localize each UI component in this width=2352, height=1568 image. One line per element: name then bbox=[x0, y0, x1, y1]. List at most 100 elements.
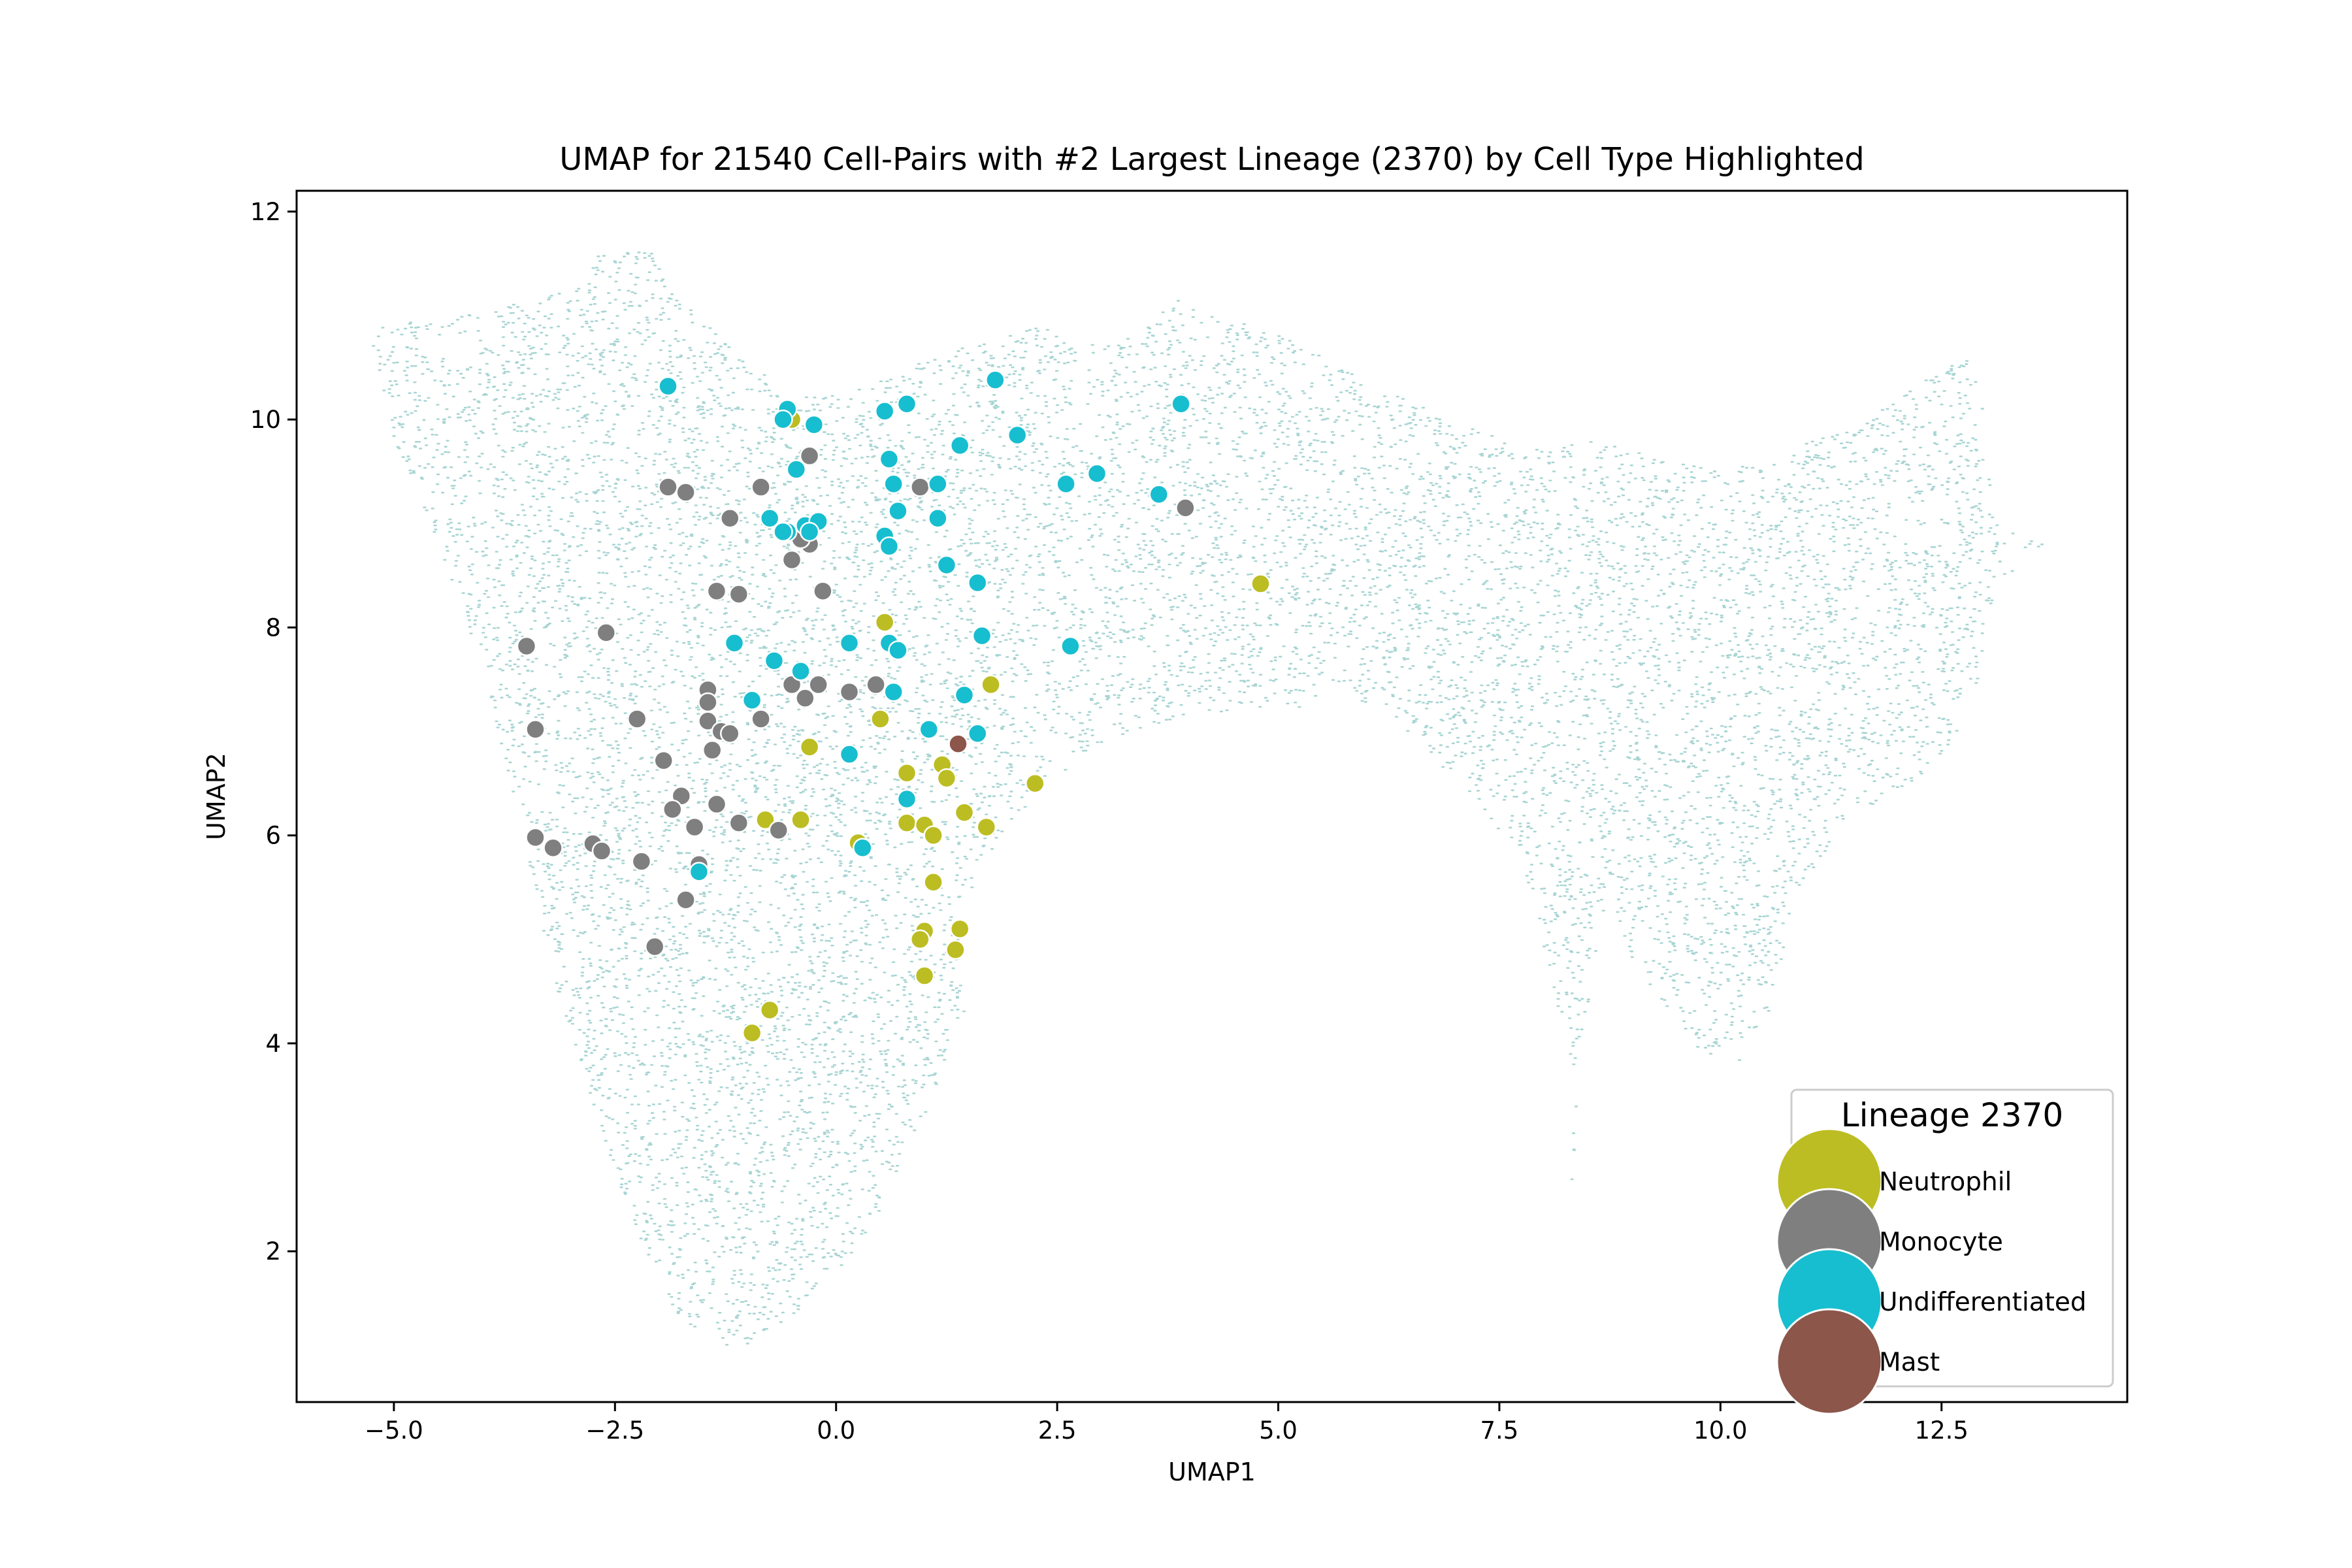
x-tick-label: 7.5 bbox=[1480, 1416, 1519, 1445]
highlighted-lineage-points bbox=[516, 370, 1271, 1043]
x-tick-label: 2.5 bbox=[1038, 1416, 1077, 1445]
point-neutrophil bbox=[954, 802, 975, 823]
point-undifferentiated bbox=[786, 459, 807, 480]
point-undifferentiated bbox=[1149, 484, 1169, 504]
point-neutrophil bbox=[742, 1022, 762, 1043]
point-neutrophil bbox=[923, 825, 943, 845]
point-monocyte bbox=[676, 482, 696, 502]
point-undifferentiated bbox=[764, 651, 785, 671]
point-monocyte bbox=[839, 681, 860, 702]
point-neutrophil bbox=[896, 762, 917, 783]
point-mast bbox=[948, 734, 968, 754]
point-undifferentiated bbox=[874, 401, 895, 421]
point-monocyte bbox=[644, 936, 665, 957]
point-monocyte bbox=[596, 623, 617, 643]
point-monocyte bbox=[525, 827, 546, 848]
point-undifferentiated bbox=[928, 474, 948, 495]
y-tick-label: 10 bbox=[250, 406, 281, 434]
point-monocyte bbox=[706, 794, 727, 815]
y-tick-label: 4 bbox=[265, 1030, 281, 1058]
point-monocyte bbox=[543, 838, 563, 858]
legend-entries: Neutrophil Monocyte Undifferentiated Mast bbox=[1776, 1128, 2087, 1415]
point-undifferentiated bbox=[773, 521, 793, 542]
point-monocyte bbox=[627, 709, 647, 729]
point-neutrophil bbox=[981, 674, 1001, 695]
point-monocyte bbox=[866, 674, 886, 695]
point-undifferentiated bbox=[689, 862, 710, 882]
point-neutrophil bbox=[870, 709, 890, 729]
point-monocyte bbox=[653, 750, 674, 771]
point-neutrophil bbox=[791, 809, 811, 830]
point-undifferentiated bbox=[839, 744, 860, 764]
point-undifferentiated bbox=[888, 500, 908, 521]
x-tick-label: −5.0 bbox=[365, 1416, 423, 1445]
point-monocyte bbox=[1175, 498, 1196, 518]
x-tick-label: 5.0 bbox=[1259, 1416, 1298, 1445]
legend-label-undifferentiated: Undifferentiated bbox=[1879, 1288, 2087, 1317]
point-neutrophil bbox=[923, 872, 943, 892]
point-undifferentiated bbox=[1007, 425, 1028, 446]
point-monocyte bbox=[631, 851, 652, 872]
legend-label-monocyte: Monocyte bbox=[1879, 1228, 2003, 1257]
point-undifferentiated bbox=[804, 414, 825, 435]
point-undifferentiated bbox=[896, 393, 917, 414]
point-monocyte bbox=[781, 549, 802, 570]
point-monocyte bbox=[768, 820, 789, 840]
point-neutrophil bbox=[799, 737, 820, 757]
x-tick-label: 0.0 bbox=[817, 1416, 855, 1445]
point-neutrophil bbox=[976, 817, 997, 838]
point-undifferentiated bbox=[1171, 393, 1191, 414]
point-monocyte bbox=[910, 477, 930, 497]
y-tick-label: 2 bbox=[265, 1237, 281, 1266]
point-undifferentiated bbox=[919, 719, 939, 740]
point-undifferentiated bbox=[949, 435, 970, 456]
point-neutrophil bbox=[896, 813, 917, 833]
point-undifferentiated bbox=[972, 625, 992, 646]
point-undifferentiated bbox=[968, 723, 988, 743]
series-undifferentiated bbox=[658, 370, 1191, 882]
x-tick-label: 10.0 bbox=[1693, 1416, 1747, 1445]
point-undifferentiated bbox=[791, 661, 811, 681]
point-undifferentiated bbox=[883, 474, 904, 495]
point-undifferentiated bbox=[954, 685, 975, 706]
point-undifferentiated bbox=[658, 376, 678, 397]
point-neutrophil bbox=[874, 612, 895, 632]
point-monocyte bbox=[728, 813, 749, 833]
point-monocyte bbox=[728, 584, 749, 604]
point-monocyte bbox=[751, 709, 771, 729]
point-undifferentiated bbox=[742, 690, 762, 711]
plot-frame bbox=[295, 189, 2129, 1403]
point-monocyte bbox=[813, 581, 833, 601]
y-axis-label: UMAP2 bbox=[202, 753, 231, 840]
point-monocyte bbox=[720, 723, 740, 743]
point-undifferentiated bbox=[968, 572, 988, 593]
point-neutrophil bbox=[1250, 574, 1271, 594]
point-monocyte bbox=[720, 508, 740, 529]
x-axis-ticks: −5.0 −2.5 0.0 2.5 5.0 7.5 10.0 12.5 bbox=[365, 1402, 1968, 1445]
point-neutrophil bbox=[914, 966, 935, 986]
legend-marker-mast bbox=[1776, 1308, 1883, 1415]
point-undifferentiated bbox=[1060, 636, 1081, 657]
series-monocyte bbox=[516, 446, 1196, 957]
point-undifferentiated bbox=[1056, 474, 1076, 495]
point-undifferentiated bbox=[879, 536, 900, 557]
series-neutrophil bbox=[742, 409, 1271, 1043]
point-undifferentiated bbox=[759, 508, 780, 529]
y-tick-label: 6 bbox=[265, 822, 281, 850]
point-monocyte bbox=[698, 692, 718, 713]
point-undifferentiated bbox=[883, 681, 904, 702]
point-undifferentiated bbox=[853, 838, 873, 858]
legend-label-mast: Mast bbox=[1879, 1348, 1940, 1377]
point-monocyte bbox=[795, 688, 815, 708]
point-monocyte bbox=[684, 817, 705, 838]
point-undifferentiated bbox=[936, 555, 957, 576]
x-tick-label: −2.5 bbox=[585, 1416, 644, 1445]
point-monocyte bbox=[706, 581, 727, 601]
point-monocyte bbox=[658, 477, 678, 497]
legend-title: Lineage 2370 bbox=[1841, 1096, 2063, 1134]
point-neutrophil bbox=[1025, 773, 1045, 794]
point-undifferentiated bbox=[724, 633, 745, 653]
point-undifferentiated bbox=[1086, 463, 1107, 484]
point-neutrophil bbox=[755, 809, 776, 830]
point-neutrophil bbox=[945, 939, 966, 960]
